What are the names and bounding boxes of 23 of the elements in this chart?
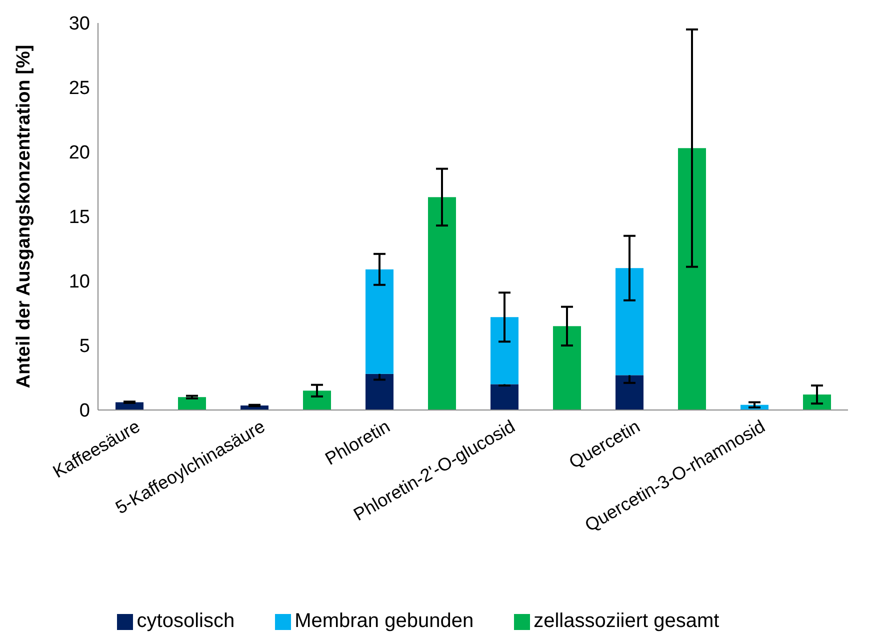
bar [490, 317, 518, 384]
bar [366, 269, 394, 374]
bar [803, 394, 831, 410]
bar [678, 148, 706, 410]
bar [553, 326, 581, 410]
bar [366, 374, 394, 410]
legend-label: cytosolisch [136, 610, 235, 632]
y-axis-title: Anteil der Ausgangskonzentration [%] [14, 44, 35, 388]
y-tick-label: 20 [68, 142, 90, 164]
y-tick-label: 10 [68, 272, 90, 293]
legend-label: Membran gebunden [294, 610, 474, 632]
legend-label: zellassoziiert gesamt [534, 610, 720, 632]
y-tick-label: 5 [79, 336, 90, 358]
bar [490, 384, 518, 410]
bar [303, 390, 331, 410]
bar [616, 268, 644, 376]
y-tick-label: 0 [79, 400, 90, 422]
y-tick-label: 25 [68, 78, 90, 100]
bar [178, 397, 206, 410]
bar [428, 197, 456, 410]
bar [616, 375, 644, 410]
y-tick-label: 15 [68, 207, 90, 228]
y-tick-label: 30 [68, 14, 90, 35]
